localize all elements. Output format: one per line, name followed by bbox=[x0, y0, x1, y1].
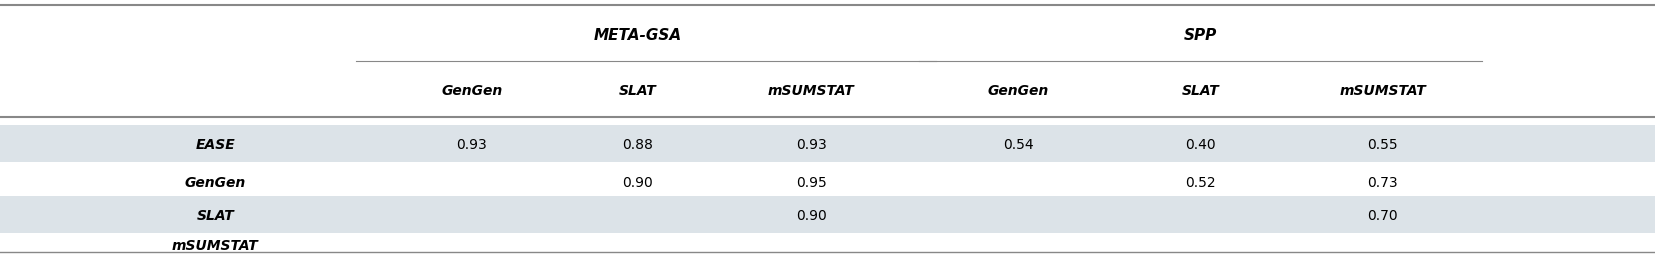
Text: GenGen: GenGen bbox=[185, 175, 245, 189]
Text: mSUMSTAT: mSUMSTAT bbox=[768, 84, 854, 98]
Text: 0.40: 0.40 bbox=[1185, 137, 1215, 151]
Text: 0.55: 0.55 bbox=[1367, 137, 1397, 151]
Text: EASE: EASE bbox=[195, 137, 235, 151]
Text: SPP: SPP bbox=[1183, 28, 1216, 43]
Text: 0.93: 0.93 bbox=[796, 137, 826, 151]
FancyBboxPatch shape bbox=[0, 126, 1655, 163]
Text: GenGen: GenGen bbox=[442, 84, 501, 98]
Text: 0.93: 0.93 bbox=[457, 137, 487, 151]
Text: 0.52: 0.52 bbox=[1185, 175, 1215, 189]
Text: 0.90: 0.90 bbox=[796, 208, 826, 222]
Text: 0.90: 0.90 bbox=[622, 175, 652, 189]
Text: SLAT: SLAT bbox=[197, 208, 233, 222]
Text: SLAT: SLAT bbox=[619, 84, 655, 98]
Text: 0.95: 0.95 bbox=[796, 175, 826, 189]
Text: 0.70: 0.70 bbox=[1367, 208, 1397, 222]
Text: SLAT: SLAT bbox=[1182, 84, 1218, 98]
Text: 0.88: 0.88 bbox=[622, 137, 652, 151]
Text: mSUMSTAT: mSUMSTAT bbox=[172, 238, 258, 252]
Text: 0.54: 0.54 bbox=[1003, 137, 1033, 151]
FancyBboxPatch shape bbox=[0, 197, 1655, 233]
Text: 0.73: 0.73 bbox=[1367, 175, 1397, 189]
Text: mSUMSTAT: mSUMSTAT bbox=[1339, 84, 1425, 98]
Text: GenGen: GenGen bbox=[988, 84, 1048, 98]
Text: META-GSA: META-GSA bbox=[592, 28, 682, 43]
